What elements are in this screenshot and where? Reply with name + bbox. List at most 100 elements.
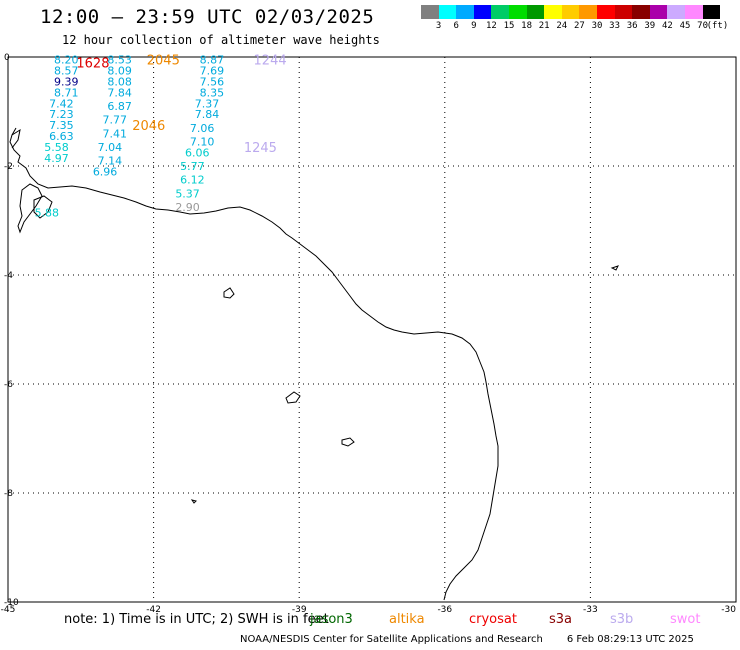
- estuary-shore: [11, 128, 21, 149]
- pass-time-label: 2045: [147, 54, 180, 69]
- satellite-s3b: s3b: [610, 612, 634, 627]
- y-tick-label: 0: [4, 53, 10, 63]
- wave-height-label: 8.20: [54, 54, 79, 67]
- colorbar-label: 3: [435, 21, 442, 31]
- satellite-swot: swot: [670, 612, 701, 627]
- colorbar-label: 45: [679, 21, 691, 31]
- satellite-jason3: jason3: [310, 612, 353, 627]
- wave-height-label: 7.37: [195, 97, 220, 110]
- wave-height-label: 5.88: [35, 206, 60, 219]
- wave-height-label: 8.35: [200, 86, 225, 99]
- island-4: [610, 265, 619, 271]
- graticule: [8, 57, 736, 602]
- y-tick-label: -4: [4, 271, 13, 281]
- colorbar-swatch: [614, 5, 633, 19]
- pass-labels: 1628 2045 1244 2046 1245: [76, 54, 286, 156]
- island-5: [190, 499, 197, 504]
- colorbar-swatch: [491, 5, 509, 19]
- colorbar-label: 33: [609, 21, 621, 31]
- colorbar-swatch: [508, 5, 527, 19]
- colorbar-swatch: [421, 5, 439, 19]
- wave-height-label: 6.87: [107, 100, 132, 113]
- pass-time-label: 2046: [132, 119, 165, 134]
- x-tick-label: -30: [721, 605, 736, 615]
- maranhao-islands: [17, 183, 43, 234]
- colorbar-unit: (ft): [706, 21, 729, 31]
- colorbar-swatch: [632, 5, 650, 19]
- x-tick-label: -42: [146, 605, 161, 615]
- map-title: 12:00 – 23:59 UTC 02/03/2025: [40, 6, 375, 28]
- island-1: [223, 287, 235, 299]
- wave-height-label: 7.56: [200, 76, 225, 89]
- colorbar-labels: 3 6 9 12 15 18 21 24 27 30 33 36 39 42 45 70 (ft): [421, 21, 737, 33]
- colorbar-swatch: [561, 5, 580, 19]
- colorbar-swatch: [684, 5, 703, 19]
- wave-height-label: 4.97: [44, 152, 69, 165]
- colorbar-label: 36: [626, 21, 638, 31]
- pass-time-label: 1244: [254, 54, 287, 69]
- wave-height-label: 7.77: [103, 114, 128, 127]
- wave-height-label: 7.84: [195, 108, 220, 121]
- x-tick-label: -45: [1, 605, 16, 615]
- wave-height-label: 6.12: [180, 174, 205, 187]
- colorbar-swatch: [438, 5, 457, 19]
- wave-height-label: 9.39: [54, 76, 79, 89]
- wave-height-label: 7.41: [103, 127, 128, 140]
- wave-height-label: 8.71: [54, 86, 79, 99]
- pass-time-label: 1628: [76, 56, 109, 71]
- wave-height-label: 8.53: [107, 54, 132, 67]
- wave-height-label: 5.37: [175, 187, 200, 200]
- colorbar-label: 21: [538, 21, 550, 31]
- wave-height-label: 7.06: [190, 122, 215, 135]
- wave-height-label: 7.42: [49, 97, 74, 110]
- map-subtitle: 12 hour collection of altimeter wave hei…: [62, 33, 380, 47]
- colorbar-label: 9: [471, 21, 477, 31]
- wave-height-label: 6.96: [93, 165, 118, 178]
- coastline: [9, 127, 619, 601]
- wave-height-label: 8.57: [54, 65, 79, 78]
- colorbar-swatch: [702, 5, 721, 19]
- colorbar-label: 24: [556, 21, 568, 31]
- axis-ticks: -45 -42 -39 -36 -33 -30 0 -2 -4 -6 -8 -10: [1, 53, 737, 615]
- footer-timestamp: 6 Feb 08:29:13 UTC 2025: [566, 634, 694, 645]
- wave-height-label: 5.77: [180, 160, 205, 173]
- wave-height-label: 7.35: [49, 119, 74, 132]
- wave-height-label: 7.04: [98, 141, 123, 154]
- wave-height-label: 6.63: [49, 130, 74, 143]
- satellite-cryosat: cryosat: [469, 612, 517, 627]
- colorbar-label: 12: [485, 21, 497, 31]
- colorbar-swatch: [456, 5, 474, 19]
- footnote: note: 1) Time is in UTC; 2) SWH is in fe…: [64, 612, 329, 627]
- island-2: [285, 391, 301, 404]
- y-tick-label: -8: [4, 489, 13, 499]
- footer: NOAA/NESDIS Center for Satellite Applica…: [240, 634, 694, 645]
- colorbar-swatch: [667, 5, 685, 19]
- colorbar-swatch: [473, 5, 492, 19]
- x-tick-label: -33: [583, 605, 598, 615]
- x-tick-label: -39: [292, 605, 307, 615]
- maranhao-bay: [33, 195, 53, 219]
- brazil-coastline: [9, 127, 499, 601]
- wave-height-label: 5.58: [44, 141, 69, 154]
- x-tick-label: -36: [437, 605, 452, 615]
- pass-time-label: 1245: [244, 141, 277, 156]
- colorbar-label: 39: [644, 21, 656, 31]
- colorbar-label: 18: [521, 21, 533, 31]
- map-frame: [7, 56, 737, 603]
- colorbar-swatch: [649, 5, 668, 19]
- island-3: [341, 437, 355, 447]
- wave-height-label: 7.10: [190, 135, 215, 148]
- wave-height-label: 8.09: [107, 65, 132, 78]
- satellite-s3a: s3a: [549, 612, 573, 627]
- wave-height-label: 2.90: [175, 201, 200, 214]
- colorbar-swatch: [579, 5, 597, 19]
- wave-height-label: 8.08: [107, 76, 132, 89]
- y-tick-label: -2: [4, 162, 13, 172]
- colorbar-label: 6: [453, 21, 459, 31]
- colorbar-swatch: [526, 5, 545, 19]
- wave-height-colorbar: [421, 5, 721, 19]
- footer-credit: NOAA/NESDIS Center for Satellite Applica…: [240, 634, 543, 645]
- altimeter-measurements: 8.208.579.398.717.427.237.356.635.584.97…: [35, 54, 225, 220]
- wave-height-label: 8.87: [200, 54, 225, 67]
